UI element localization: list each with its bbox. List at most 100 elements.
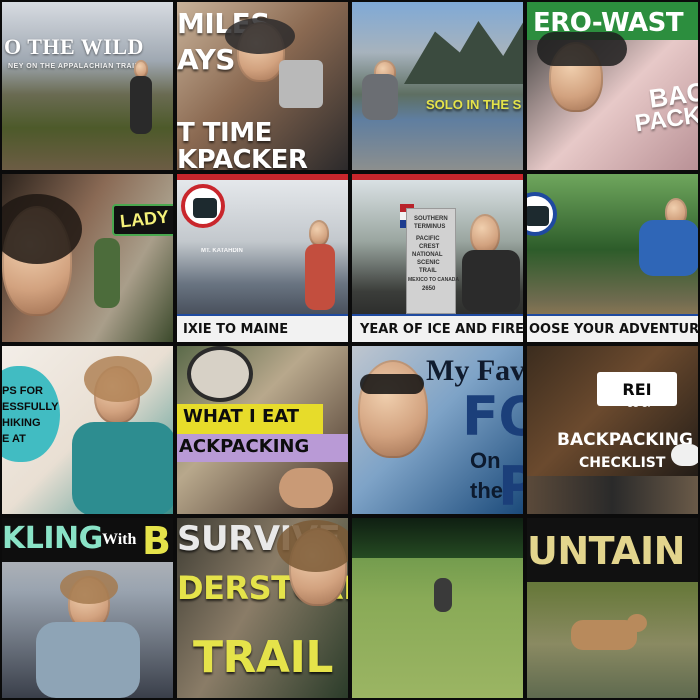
thumbnail-title: P — [498, 460, 523, 514]
braided-hair — [84, 356, 152, 402]
thumbnail-headline: BACKPACKING — [557, 430, 693, 450]
thumbnail-solo-in-the-sierra[interactable]: SOLO IN THE S — [350, 0, 525, 172]
gear-pile — [527, 476, 698, 514]
person-face — [470, 214, 500, 254]
thumbnail-headline: T TIME — [177, 118, 272, 148]
mountain-lion-figure — [571, 620, 637, 650]
yellow-banner — [177, 404, 323, 434]
thumbnail-subtitle: CHECKLIST — [579, 455, 666, 471]
thumbnail-headline: UNTAIN LIO — [527, 529, 698, 573]
hiker-body — [639, 220, 698, 276]
caption-bar — [352, 314, 523, 342]
monument-text: SCENIC — [417, 260, 440, 266]
hand — [279, 468, 333, 508]
thumbnail-title: FOO — [462, 385, 523, 448]
top-red-band — [177, 174, 348, 180]
thumbnail-headline: With — [102, 531, 137, 548]
top-dark-band — [527, 518, 698, 582]
thumbnail-kling-with-bu[interactable]: KLING With BU — [0, 516, 175, 700]
thumbnail-text: PS FOR — [2, 385, 43, 397]
thumbnail-mountain-lion[interactable]: UNTAIN LIO — [525, 516, 700, 700]
top-red-band — [352, 174, 523, 180]
hat — [537, 32, 627, 66]
thumbnail-choose-your-adventure[interactable]: OOSE YOUR ADVENTURE — [525, 172, 700, 344]
monument-text: SOUTHERN — [414, 216, 448, 222]
hair — [225, 18, 295, 54]
thumbnail-caption: IXIE TO MAINE — [183, 322, 289, 337]
thumbnail-caption: YEAR OF ICE AND FIRE — [360, 322, 524, 337]
thumbnail-text: E AT — [2, 433, 26, 445]
mountain-shape — [404, 14, 523, 84]
thumbnail-headline: KPACKER — [177, 145, 308, 172]
thumbnail-my-favorite-foods[interactable]: My Favo FOO On the P — [350, 344, 525, 516]
thumbnail-into-the-wild[interactable]: O THE WILD NEY ON THE APPALACHIAN TRAIL — [0, 0, 175, 172]
wolf-figure — [434, 578, 452, 612]
thumbnail-caption: SOLO IN THE S — [426, 97, 522, 112]
rei-coop-text: CO-OP — [627, 400, 654, 409]
hiker-body — [130, 76, 152, 134]
monument-text: MEXICO TO CANADA — [408, 277, 460, 283]
thumbnail-tips-for-successfully-hiking[interactable]: PS FOR ESSFULLY HIKING E AT — [0, 344, 175, 516]
thumbnail-headline: TRAIL — [193, 632, 333, 683]
caption-bar — [527, 314, 698, 342]
hair — [60, 570, 118, 604]
top-dark-band — [2, 518, 173, 562]
thumbnail-text: ESSFULLY — [2, 401, 59, 413]
thumbnail-label: LADY — [119, 206, 170, 232]
rei-logo: REI — [597, 372, 677, 406]
teal-splash — [2, 366, 60, 462]
hiker-figure — [309, 220, 329, 246]
monument-text: CREST — [419, 244, 440, 250]
thumbnail-what-i-eat-backpacking[interactable]: WHAT I EAT ACKPACKING — [175, 344, 350, 516]
hair — [277, 520, 348, 572]
mug-icon — [279, 60, 323, 108]
thumbnail-headline: ERO-WAST — [533, 8, 684, 38]
hiker-figure — [134, 60, 148, 78]
thumbnail-text: HIKING — [2, 417, 41, 429]
thumbnail-miles-days[interactable]: MILES AYS T TIME KPACKER — [175, 0, 350, 172]
thumbnail-forest-meadow[interactable] — [350, 516, 525, 700]
thumbnail-survive-thunderstorm-trail[interactable]: SURVIVE DERSTORM TRAIL — [175, 516, 350, 700]
monument-text: NATIONAL — [412, 252, 443, 258]
thumbnail-title: the — [470, 478, 503, 503]
label-chip — [112, 204, 173, 236]
hiker-in-background — [94, 238, 120, 308]
person-body — [72, 422, 173, 514]
thumbnail-title: My Favo — [426, 354, 525, 387]
thumbnail-headline: BU — [142, 519, 173, 563]
monument-text: TRAIL — [419, 268, 437, 274]
thumbnail-headline: KLING — [2, 521, 103, 556]
rei-logo-text: REI — [622, 379, 652, 399]
thumbnail-year-of-ice-and-fire[interactable]: SOUTHERN TERMINUS PACIFIC CREST NATIONAL… — [350, 172, 525, 344]
thumbnail-headline: WHAT I EAT — [183, 406, 300, 427]
summit-label: MT. KATAHDIN — [201, 248, 243, 254]
purple-banner — [177, 434, 348, 462]
trail-badge-icon — [181, 184, 225, 228]
thumbnail-title: O THE WILD — [4, 34, 144, 59]
thumbnail-lady[interactable]: LADY — [0, 172, 175, 344]
thumbnail-subtitle: PACK — [633, 101, 700, 138]
monument-text: TERMINUS — [414, 224, 446, 230]
person-body — [36, 622, 140, 698]
food-bowl — [187, 346, 253, 402]
caption-bar — [177, 314, 348, 342]
backpack — [362, 74, 398, 120]
person-body — [462, 250, 520, 312]
thumbnail-dixie-to-maine[interactable]: MT. KATAHDIN IXIE TO MAINE — [175, 172, 350, 344]
hair — [2, 194, 82, 264]
trail-badge-icon — [527, 192, 557, 236]
thumbnail-title: On — [470, 448, 501, 473]
sunglasses — [360, 374, 424, 394]
thumbnail-headline: ACKPACKING — [179, 436, 310, 457]
cap-icon — [671, 444, 698, 466]
monument-text: 2650 — [422, 286, 436, 292]
thumbnail-headline: AYS — [177, 43, 235, 76]
thumbnail-zero-waste-backpacking[interactable]: ERO-WAST BAC PACK — [525, 0, 700, 172]
thumbnail-rei-backpacking-checklist[interactable]: REI CO-OP BACKPACKING CHECKLIST — [525, 344, 700, 516]
hiker-body — [305, 244, 335, 310]
mountain-lion-head — [627, 614, 647, 632]
thumbnail-caption: OOSE YOUR ADVENTURE — [529, 322, 700, 337]
hiker-figure — [665, 198, 687, 226]
monument-block — [406, 208, 456, 314]
